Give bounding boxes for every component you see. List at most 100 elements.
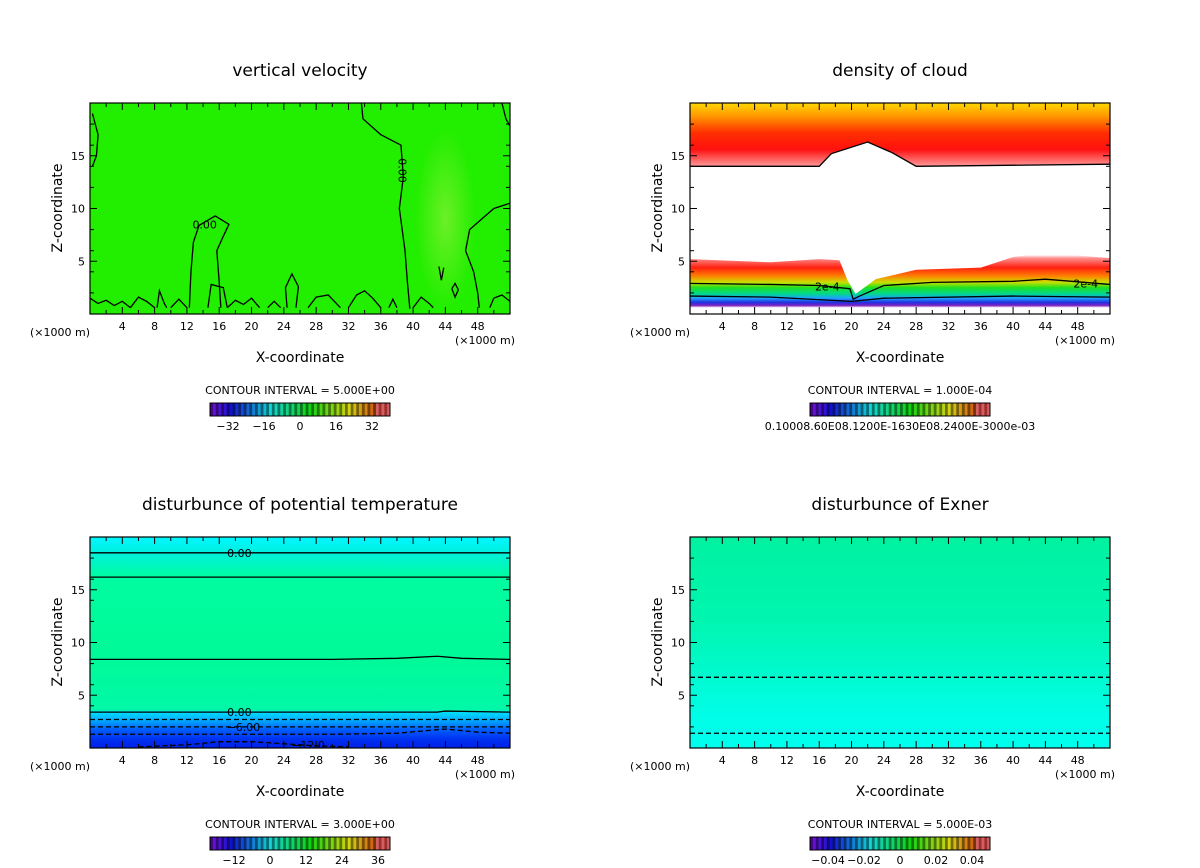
colorbar-segment <box>291 403 295 416</box>
y-tick-label: 5 <box>678 255 685 268</box>
colorbar-segment <box>226 837 230 850</box>
x-tick-label: 4 <box>119 754 126 767</box>
x-tick-label: 4 <box>719 754 726 767</box>
colorbar-label: 24 <box>335 854 349 867</box>
colorbar: −0.04 −0.02 0 0.02 0.04 <box>809 836 991 867</box>
y-tick-label: 10 <box>671 203 685 216</box>
y-axis-label: Z-coordinate <box>50 163 66 252</box>
colorbar-segment <box>364 837 368 850</box>
colorbar-segment <box>297 403 301 416</box>
plot-area: 0.00 0.00 −6.00 −12.0 <box>90 537 510 748</box>
colorbar-segment <box>283 403 287 416</box>
colorbar-segment <box>947 837 951 850</box>
colorbar-segment <box>897 837 901 850</box>
y-tick-label: 15 <box>671 150 685 163</box>
colorbar-segment <box>956 837 960 850</box>
colorbar-segment <box>835 837 839 850</box>
colorbar-segment <box>232 403 236 416</box>
x-tick-label: 40 <box>1006 754 1020 767</box>
x-tick-label: 28 <box>909 754 923 767</box>
contour-line <box>90 728 510 735</box>
colorbar-segment <box>978 837 982 850</box>
cloud-free-region <box>690 142 1110 294</box>
colorbar-segment <box>342 837 346 850</box>
colorbar-segment <box>866 403 870 416</box>
colorbar-segment <box>269 403 273 416</box>
colorbar-segment <box>849 837 853 850</box>
colorbar-segment <box>215 837 219 850</box>
contour-line <box>129 296 156 309</box>
colorbar-segment <box>897 403 901 416</box>
colorbar-segment <box>274 403 278 416</box>
colorbar-segment <box>308 837 312 850</box>
colorbar-segment <box>373 837 377 850</box>
contour-line <box>284 272 300 308</box>
colorbar-segment <box>243 837 247 850</box>
colorbar-segment <box>818 837 822 850</box>
colorbar-segment <box>900 403 904 416</box>
x-tick-label: 8 <box>151 320 158 333</box>
colorbar-segment <box>987 837 991 850</box>
colorbar-segment <box>863 837 867 850</box>
colorbar-segment <box>291 837 295 850</box>
contour-line <box>464 202 510 308</box>
colorbar-segment <box>311 837 315 850</box>
x-unit-left: (×1000 m) <box>30 326 90 339</box>
colorbar-label: 0.02 <box>924 854 949 867</box>
colorbar-segment <box>224 403 228 416</box>
colorbar-segment <box>936 837 940 850</box>
colorbar-segment <box>883 403 887 416</box>
colorbar-segment <box>229 837 233 850</box>
colorbar-label: 0 <box>297 420 304 433</box>
colorbar-segment <box>280 403 284 416</box>
y-axis-label: Z-coordinate <box>650 597 666 686</box>
colorbar-segment <box>330 403 335 416</box>
colorbar-segment <box>821 403 825 416</box>
colorbar-segment <box>815 403 819 416</box>
colorbar-segment <box>855 837 859 850</box>
colorbar-segment <box>384 403 388 416</box>
x-tick-label: 12 <box>780 754 794 767</box>
colorbar-segment <box>283 837 287 850</box>
colorbar-segment <box>919 403 923 416</box>
colorbar-segment <box>914 837 918 850</box>
contour-line <box>690 295 1110 302</box>
colorbar-segment <box>316 837 320 850</box>
y-tick-label: 10 <box>71 637 85 650</box>
colorbar-segment <box>843 837 847 850</box>
colorbar-label: 0.04 <box>960 854 985 867</box>
chart-title: vertical velocity <box>232 61 367 81</box>
colorbar-label: 0 <box>267 854 274 867</box>
y-tick-label: 15 <box>671 584 685 597</box>
colorbar-segment <box>330 837 335 850</box>
contour-label: 2e-4 <box>1073 277 1098 290</box>
colorbar-segment <box>922 403 926 416</box>
colorbar-segment <box>869 403 873 416</box>
plot-area <box>690 537 1110 748</box>
colorbar-segment <box>959 837 963 850</box>
colorbar-label: −0.04 <box>811 854 845 867</box>
x-tick-label: 16 <box>212 754 226 767</box>
colorbar-segment <box>933 837 937 850</box>
colorbar-segment <box>336 403 340 416</box>
colorbar-segment <box>888 403 892 416</box>
x-axis-label: X-coordinate <box>856 350 945 366</box>
x-tick-label: 32 <box>941 320 955 333</box>
colorbar-segment <box>353 837 357 850</box>
colorbar-frame <box>809 402 991 417</box>
colorbar-segment <box>950 837 954 850</box>
colorbar-segment <box>846 837 850 850</box>
colorbar-segment <box>375 403 380 416</box>
contour-line <box>360 103 411 309</box>
colorbar-segment <box>871 403 875 416</box>
colorbar-segment <box>826 837 830 850</box>
contour-interval: CONTOUR INTERVAL = 1.000E-04 <box>808 384 992 397</box>
colorbar-segment <box>885 837 890 850</box>
contour-line <box>156 288 168 308</box>
colorbar-segment <box>319 837 323 850</box>
colorbar-segment <box>874 837 878 850</box>
x-tick-label: 36 <box>974 754 988 767</box>
y-tick-label: 5 <box>678 689 685 702</box>
colorbar-segment <box>212 403 216 416</box>
